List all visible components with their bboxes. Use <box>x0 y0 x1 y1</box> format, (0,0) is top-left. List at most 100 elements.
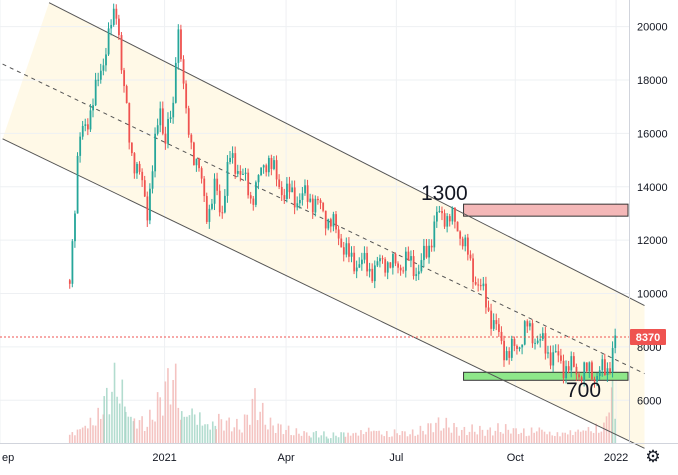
candle-body <box>128 103 131 143</box>
volume-bar <box>246 414 249 443</box>
volume-bar <box>497 423 499 443</box>
volume-bar <box>308 435 311 443</box>
volume-bar <box>587 427 590 443</box>
candle-body <box>549 352 552 366</box>
volume-bar <box>398 435 401 443</box>
volume-bar <box>460 429 463 443</box>
candle-body <box>381 258 384 260</box>
candle-body <box>384 259 387 273</box>
channel-middle-line <box>2 63 645 375</box>
candle-body <box>368 268 371 272</box>
volume-bar <box>448 427 450 443</box>
candle-body <box>182 59 185 84</box>
candle-body <box>350 252 353 257</box>
volume-bar <box>188 415 191 443</box>
candle-body <box>76 155 79 214</box>
candle-body <box>257 175 260 183</box>
volume-bar <box>608 412 610 443</box>
candle-body <box>557 351 560 356</box>
candle-body <box>247 172 250 196</box>
volume-bar <box>118 403 121 443</box>
candle-body <box>311 198 314 213</box>
candle-body <box>485 283 487 308</box>
candle-body <box>469 254 472 259</box>
volume-bar <box>87 428 89 443</box>
candle-body <box>141 171 144 181</box>
volume-bar <box>81 427 84 443</box>
candle-body <box>260 167 263 176</box>
y-tick-label: 18000 <box>637 75 668 87</box>
volume-bar <box>102 414 105 443</box>
volume-bar <box>332 432 335 443</box>
candle-body <box>205 196 208 222</box>
volume-bar <box>180 411 183 443</box>
volume-bar <box>520 432 523 443</box>
gear-icon[interactable]: ⚙ <box>645 447 661 466</box>
candle-body <box>164 133 167 144</box>
candle-body <box>588 362 591 371</box>
candle-body <box>288 183 291 193</box>
volume-bar <box>362 434 365 443</box>
x-tick-label: Apr <box>278 452 295 464</box>
volume-bar <box>424 434 427 443</box>
volume-bar <box>354 432 357 443</box>
volume-bar <box>317 437 320 443</box>
candle-body <box>286 183 288 199</box>
candle-body <box>167 118 169 144</box>
volume-bar <box>113 362 116 443</box>
volume-bar <box>97 407 99 443</box>
volume-bar <box>523 428 525 443</box>
candle-body <box>503 340 505 361</box>
candle-body <box>446 216 449 227</box>
candle-body <box>87 124 89 130</box>
volume-bar <box>305 432 308 443</box>
volume-bar <box>546 434 548 443</box>
volume-bar <box>528 435 530 443</box>
volume-bar <box>440 430 442 443</box>
volume-bar <box>453 422 455 443</box>
volume-bar <box>510 433 512 443</box>
volume-bar <box>611 364 614 443</box>
candle-body <box>172 102 175 118</box>
volume-bar <box>228 417 230 443</box>
volume-bar <box>285 429 287 443</box>
volume-bar <box>124 411 127 443</box>
volume-bar <box>340 432 342 443</box>
volume-bar <box>499 432 502 443</box>
candle-body <box>221 212 224 214</box>
candle-body <box>456 221 459 232</box>
volume-bar <box>68 434 71 443</box>
volume-bar <box>249 424 251 443</box>
volume-bar <box>124 406 126 443</box>
volume-bar <box>217 413 220 443</box>
candle-body <box>236 171 239 174</box>
candle-body <box>278 179 281 187</box>
candle-body <box>92 105 94 111</box>
volume-bar <box>360 430 362 443</box>
candle-body <box>575 366 578 375</box>
candle-body <box>482 283 485 287</box>
candle-body <box>433 221 436 248</box>
candle-body <box>89 110 92 130</box>
volume-bar <box>156 392 159 443</box>
volume-bar <box>404 431 406 443</box>
volume-bar <box>590 431 592 443</box>
volume-bar <box>458 435 460 443</box>
volume-bar <box>365 431 367 443</box>
candle-body <box>68 280 71 284</box>
candle-body <box>578 374 580 378</box>
candle-body <box>505 351 508 361</box>
candle-body <box>226 161 229 196</box>
candle-body <box>187 108 190 135</box>
candle-body <box>604 359 606 376</box>
volume-bar <box>357 435 360 443</box>
candle-body <box>79 136 82 156</box>
candle-body <box>397 263 400 268</box>
candle-body <box>410 256 412 261</box>
volume-bar <box>435 422 437 443</box>
candle-body <box>394 253 397 264</box>
candle-body <box>123 70 126 87</box>
candle-body <box>536 340 539 343</box>
candle-body <box>231 153 234 158</box>
